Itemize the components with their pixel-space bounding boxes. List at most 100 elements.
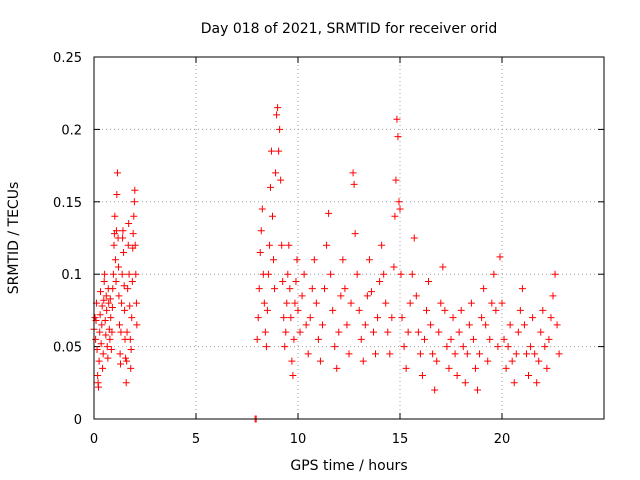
data-point <box>271 285 279 293</box>
data-point <box>286 285 294 293</box>
data-point <box>535 357 543 365</box>
data-point <box>408 270 416 278</box>
data-point <box>125 270 133 278</box>
data-point <box>494 343 502 351</box>
x-tick-label: 20 <box>494 432 511 447</box>
data-point <box>103 343 111 351</box>
data-point <box>113 191 121 199</box>
data-point <box>109 285 117 293</box>
data-point <box>398 314 406 322</box>
data-point <box>406 299 414 307</box>
data-point <box>397 270 405 278</box>
data-point <box>376 277 384 285</box>
data-point <box>391 212 399 220</box>
data-point <box>459 343 467 351</box>
data-point <box>500 335 508 343</box>
data-point <box>508 357 516 365</box>
data-point <box>254 314 262 322</box>
x-tick-label: 5 <box>192 432 200 447</box>
data-point <box>116 321 123 329</box>
data-point <box>335 328 343 336</box>
data-point <box>423 306 431 314</box>
data-point <box>451 350 459 358</box>
data-point <box>465 321 473 329</box>
data-point <box>101 317 109 325</box>
data-point <box>95 357 103 365</box>
data-point <box>118 270 126 278</box>
data-point <box>129 230 137 238</box>
data-point <box>384 328 392 336</box>
data-point <box>288 357 296 365</box>
data-point <box>339 256 347 264</box>
data-point <box>492 306 500 314</box>
data-point <box>292 277 300 285</box>
data-point <box>125 220 133 228</box>
data-point <box>551 270 559 278</box>
data-point <box>127 364 135 372</box>
grid-lines <box>94 57 604 419</box>
y-tick-label: 0.1 <box>61 268 82 283</box>
data-point <box>106 335 114 343</box>
data-point <box>261 328 269 336</box>
data-point <box>484 357 492 365</box>
data-point <box>480 285 488 293</box>
data-point <box>117 328 125 336</box>
data-point <box>467 299 475 307</box>
data-point <box>533 379 541 387</box>
data-point <box>101 270 109 278</box>
data-point <box>445 364 453 372</box>
data-point <box>285 241 293 249</box>
data-point <box>97 288 105 296</box>
data-point <box>291 299 299 307</box>
data-point <box>394 133 402 141</box>
data-point <box>99 350 107 358</box>
data-point <box>108 328 116 336</box>
data-point <box>400 343 408 351</box>
data-point <box>262 343 270 351</box>
data-point <box>97 340 105 348</box>
x-axis-label: GPS time / hours <box>290 458 407 474</box>
data-point <box>109 270 117 278</box>
data-point <box>331 343 339 351</box>
data-point <box>349 169 357 177</box>
data-point <box>504 343 512 351</box>
data-point <box>539 306 547 314</box>
data-point <box>120 282 128 290</box>
y-tick-label: 0.2 <box>61 123 82 138</box>
data-point <box>351 230 359 238</box>
data-point <box>119 227 127 235</box>
data-point <box>279 277 287 285</box>
data-point <box>323 241 331 249</box>
data-point <box>263 306 271 314</box>
data-point <box>127 345 135 353</box>
data-point <box>463 350 471 358</box>
data-point <box>121 306 129 314</box>
data-point <box>133 321 141 329</box>
data-point <box>119 234 127 242</box>
data-point <box>474 386 482 394</box>
data-point <box>276 125 284 133</box>
data-point <box>410 234 418 242</box>
data-point <box>420 335 428 343</box>
data-point <box>316 357 324 365</box>
data-point <box>287 314 295 322</box>
data-point <box>439 263 447 271</box>
data-point <box>455 328 463 336</box>
data-point <box>128 314 136 322</box>
data-point <box>329 306 337 314</box>
data-point <box>132 270 140 278</box>
data-point <box>113 169 121 177</box>
y-tick-label: 0.15 <box>53 196 82 211</box>
data-point <box>107 345 115 353</box>
data-point <box>123 328 131 336</box>
data-point <box>390 263 398 271</box>
data-point <box>93 345 101 353</box>
data-point <box>255 285 263 293</box>
data-point <box>547 314 555 322</box>
data-point <box>396 205 404 213</box>
data-point <box>321 285 329 293</box>
data-point <box>318 321 326 329</box>
data-point <box>382 299 390 307</box>
data-point <box>333 364 341 372</box>
data-point <box>284 270 292 278</box>
